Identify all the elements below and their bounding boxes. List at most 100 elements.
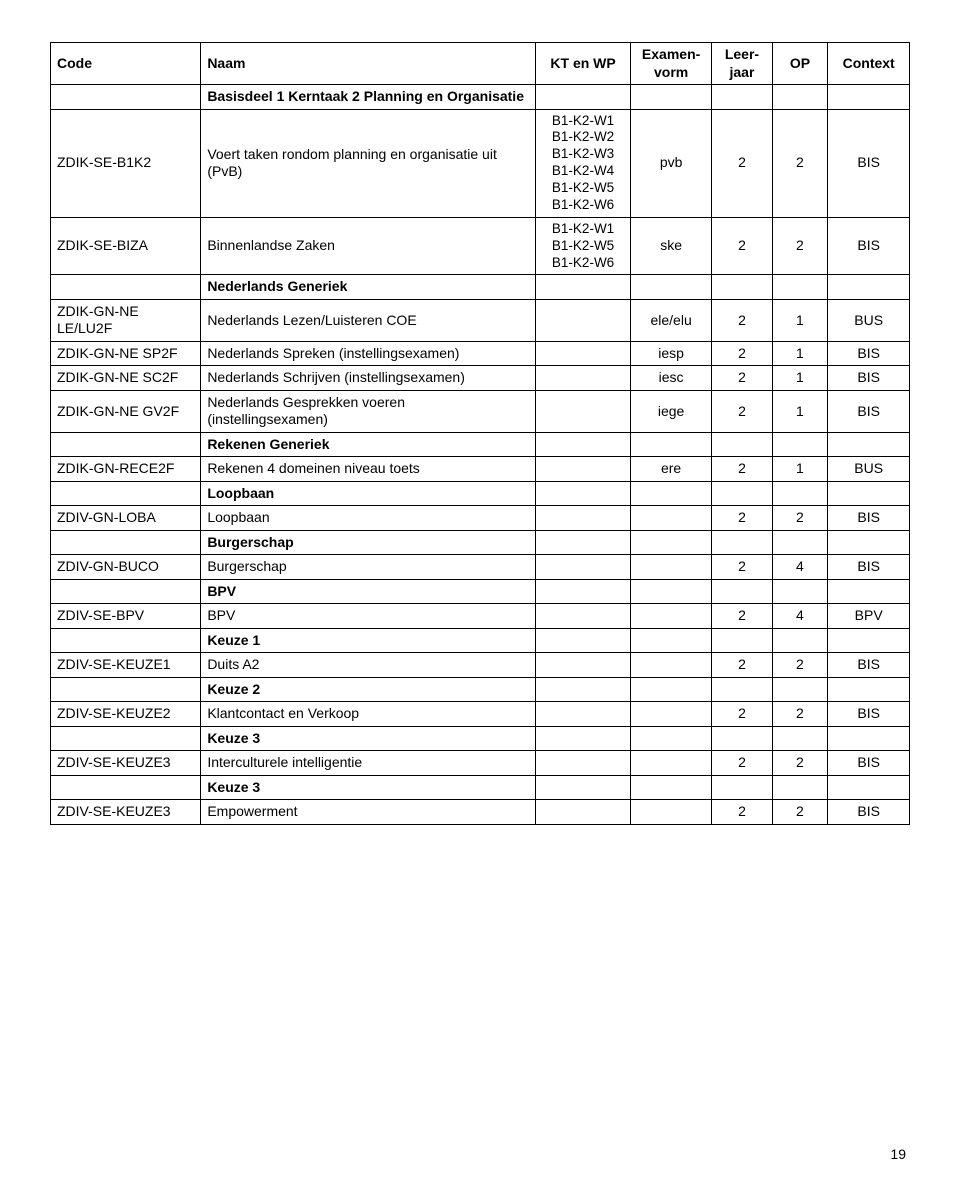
cell-leer [712, 432, 772, 457]
cell-leer: 2 [712, 751, 772, 776]
section-row: Keuze 2 [51, 677, 910, 702]
cell-leer: 2 [712, 702, 772, 727]
cell-naam: Duits A2 [201, 653, 536, 678]
cell-exam [630, 555, 712, 580]
cell-exam: ske [630, 217, 712, 275]
cell-naam: Keuze 3 [201, 775, 536, 800]
cell-op [772, 432, 828, 457]
cell-kt [536, 800, 630, 825]
cell-exam [630, 775, 712, 800]
section-row: Loopbaan [51, 481, 910, 506]
col-examvorm-l1: Examen- [642, 46, 700, 62]
cell-naam: Nederlands Spreken (instellingsexamen) [201, 341, 536, 366]
cell-kt [536, 579, 630, 604]
table-row: ZDIV-SE-KEUZE1 Duits A2 2 2 BIS [51, 653, 910, 678]
cell-kt [536, 677, 630, 702]
cell-leer [712, 726, 772, 751]
cell-op [772, 275, 828, 300]
cell-naam: Loopbaan [201, 506, 536, 531]
cell-kt [536, 366, 630, 391]
cell-code: ZDIK-GN-NE LE/LU2F [51, 299, 201, 341]
cell-ctx: BPV [828, 604, 910, 629]
cell-kt [536, 628, 630, 653]
cell-ctx: BIS [828, 506, 910, 531]
cell-code: ZDIV-GN-LOBA [51, 506, 201, 531]
cell-leer [712, 775, 772, 800]
table-row: ZDIV-SE-KEUZE2 Klantcontact en Verkoop 2… [51, 702, 910, 727]
cell-op [772, 579, 828, 604]
cell-code: ZDIK-GN-NE GV2F [51, 390, 201, 432]
cell-code: ZDIV-GN-BUCO [51, 555, 201, 580]
table-row: ZDIK-GN-NE SP2F Nederlands Spreken (inst… [51, 341, 910, 366]
cell-code [51, 775, 201, 800]
cell-naam: Keuze 3 [201, 726, 536, 751]
col-code: Code [51, 43, 201, 85]
cell-op: 2 [772, 653, 828, 678]
cell-code [51, 85, 201, 110]
cell-kt [536, 432, 630, 457]
kt-line: B1-K2-W6 [542, 255, 623, 272]
cell-op: 2 [772, 109, 828, 217]
section-row: Burgerschap [51, 530, 910, 555]
table-row: ZDIV-SE-BPV BPV 2 4 BPV [51, 604, 910, 629]
cell-ctx: BIS [828, 555, 910, 580]
cell-code: ZDIK-GN-RECE2F [51, 457, 201, 482]
cell-kt [536, 481, 630, 506]
cell-code: ZDIK-GN-NE SC2F [51, 366, 201, 391]
cell-kt [536, 457, 630, 482]
cell-exam [630, 628, 712, 653]
cell-naam: Nederlands Schrijven (instellingsexamen) [201, 366, 536, 391]
cell-code: ZDIK-GN-NE SP2F [51, 341, 201, 366]
cell-code: ZDIV-SE-KEUZE3 [51, 800, 201, 825]
cell-kt [536, 85, 630, 110]
cell-naam: Binnenlandse Zaken [201, 217, 536, 275]
col-kt: KT en WP [536, 43, 630, 85]
table-row: ZDIK-SE-BIZA Binnenlandse Zaken B1-K2-W1… [51, 217, 910, 275]
cell-naam: Empowerment [201, 800, 536, 825]
cell-ctx [828, 677, 910, 702]
cell-code: ZDIK-SE-B1K2 [51, 109, 201, 217]
cell-exam [630, 751, 712, 776]
cell-code: ZDIK-SE-BIZA [51, 217, 201, 275]
cell-exam [630, 530, 712, 555]
cell-exam: iesp [630, 341, 712, 366]
cell-ctx [828, 432, 910, 457]
cell-op: 2 [772, 702, 828, 727]
cell-ctx: BIS [828, 390, 910, 432]
cell-naam: Nederlands Lezen/Luisteren COE [201, 299, 536, 341]
cell-code [51, 432, 201, 457]
cell-exam [630, 726, 712, 751]
cell-ctx: BIS [828, 653, 910, 678]
cell-kt [536, 299, 630, 341]
table-row: ZDIK-GN-NE LE/LU2F Nederlands Lezen/Luis… [51, 299, 910, 341]
kt-line: B1-K2-W5 [542, 238, 623, 255]
cell-ctx [828, 775, 910, 800]
kt-line: B1-K2-W1 [542, 113, 623, 130]
cell-exam [630, 85, 712, 110]
cell-exam: ele/elu [630, 299, 712, 341]
cell-code [51, 481, 201, 506]
cell-kt [536, 555, 630, 580]
cell-naam: Nederlands Generiek [201, 275, 536, 300]
kt-line: B1-K2-W1 [542, 221, 623, 238]
cell-exam [630, 800, 712, 825]
cell-ctx: BIS [828, 800, 910, 825]
section-row: Rekenen Generiek [51, 432, 910, 457]
cell-kt [536, 530, 630, 555]
cell-op: 1 [772, 299, 828, 341]
cell-ctx [828, 530, 910, 555]
cell-op: 4 [772, 604, 828, 629]
section-row: Keuze 1 [51, 628, 910, 653]
cell-exam: iege [630, 390, 712, 432]
cell-naam: Nederlands Gesprekken voeren (instelling… [201, 390, 536, 432]
cell-op: 1 [772, 366, 828, 391]
cell-code: ZDIV-SE-KEUZE2 [51, 702, 201, 727]
col-leerjaar: Leer- jaar [712, 43, 772, 85]
cell-naam: Keuze 1 [201, 628, 536, 653]
cell-op: 1 [772, 341, 828, 366]
cell-naam: Rekenen 4 domeinen niveau toets [201, 457, 536, 482]
cell-leer: 2 [712, 341, 772, 366]
col-leerjaar-l2: jaar [730, 64, 755, 80]
cell-ctx [828, 726, 910, 751]
cell-leer [712, 481, 772, 506]
